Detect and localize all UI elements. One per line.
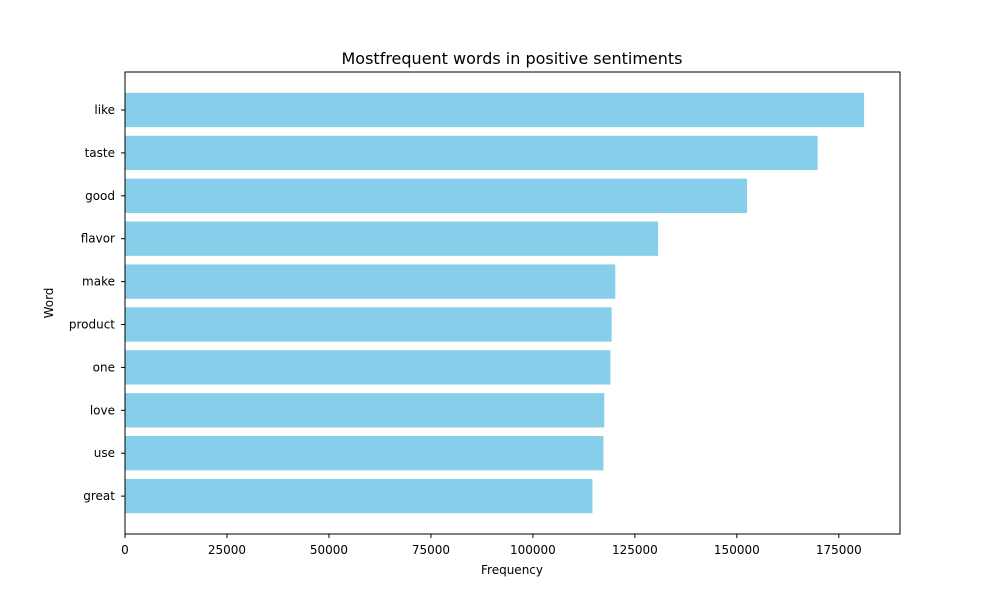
y-tick-label: use bbox=[94, 446, 115, 460]
y-tick-label: product bbox=[69, 318, 115, 332]
x-tick-label: 25000 bbox=[208, 543, 246, 557]
x-axis-ticks: 0 25000 50000 75000 100000 125000 150000 175000 bbox=[121, 534, 862, 557]
y-tick-label: one bbox=[93, 360, 115, 374]
bar-great bbox=[125, 478, 593, 514]
y-tick-label: like bbox=[94, 103, 115, 117]
bar-flavor bbox=[125, 221, 659, 256]
bar-love bbox=[125, 393, 605, 428]
y-tick-label: taste bbox=[85, 146, 115, 160]
bars-layer bbox=[125, 92, 865, 514]
y-tick-label: flavor bbox=[81, 232, 115, 246]
bar-one bbox=[125, 350, 611, 385]
x-tick-label: 75000 bbox=[412, 543, 450, 557]
y-tick-label: great bbox=[83, 489, 115, 503]
chart-title: Mostfrequent words in positive sentiment… bbox=[341, 49, 682, 68]
y-axis-ticks: like taste good flavor make product one love use… bbox=[69, 103, 125, 503]
x-tick-label: 50000 bbox=[310, 543, 348, 557]
bar-product bbox=[125, 307, 612, 342]
bar-use bbox=[125, 436, 604, 471]
bar-taste bbox=[125, 135, 818, 171]
bar-good bbox=[125, 178, 748, 213]
x-tick-label: 100000 bbox=[510, 543, 556, 557]
bar-make bbox=[125, 264, 616, 299]
x-tick-label: 0 bbox=[121, 543, 129, 557]
x-axis-title: Frequency bbox=[481, 563, 543, 577]
y-tick-label: good bbox=[85, 189, 115, 203]
x-tick-label: 125000 bbox=[612, 543, 658, 557]
y-tick-label: love bbox=[90, 403, 115, 417]
x-tick-label: 175000 bbox=[816, 543, 862, 557]
y-tick-label: make bbox=[82, 275, 115, 289]
plot-frame bbox=[124, 71, 901, 535]
x-tick-label: 150000 bbox=[714, 543, 760, 557]
y-axis-title: Word bbox=[42, 288, 56, 319]
bar-like bbox=[125, 92, 865, 128]
